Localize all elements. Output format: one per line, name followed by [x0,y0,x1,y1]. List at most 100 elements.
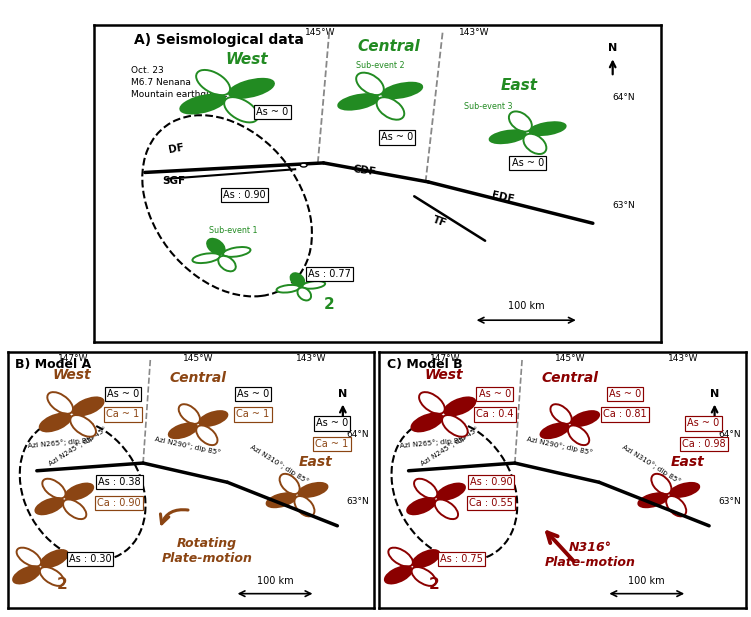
Text: As : 0.75: As : 0.75 [440,554,483,564]
Ellipse shape [298,483,327,497]
Text: As ~ 0: As ~ 0 [107,389,139,399]
Ellipse shape [407,498,436,515]
Ellipse shape [169,423,197,438]
Text: Central: Central [357,39,420,54]
Ellipse shape [207,239,225,254]
Text: N: N [608,43,617,53]
Ellipse shape [196,70,230,95]
Ellipse shape [412,550,439,567]
Ellipse shape [279,474,300,494]
Text: Azi N265°; dip 85°: Azi N265°; dip 85° [400,436,467,449]
Text: 2: 2 [57,576,68,592]
Text: Azi N290°; dip 85°: Azi N290°; dip 85° [526,436,593,457]
Ellipse shape [376,97,404,120]
Text: 147°W: 147°W [59,354,89,363]
Text: As ~ 0: As ~ 0 [687,418,719,428]
Text: 100 km: 100 km [629,576,665,587]
Ellipse shape [180,94,225,114]
Text: Central: Central [541,371,599,386]
Text: 145°W: 145°W [554,354,585,363]
Text: 64°N: 64°N [346,431,369,439]
Ellipse shape [509,112,532,131]
Text: As ~ 0: As ~ 0 [381,133,413,143]
Text: DF: DF [167,143,185,155]
Ellipse shape [670,483,699,497]
Text: C) Model B: C) Model B [387,358,462,371]
Ellipse shape [651,474,671,494]
Ellipse shape [568,425,590,445]
Text: As : 0.90: As : 0.90 [469,478,512,487]
Text: Azi N310°; dip 85°: Azi N310°; dip 85° [621,443,682,484]
Ellipse shape [437,484,465,500]
Ellipse shape [63,499,86,519]
Text: Rotating
Plate-motion: Rotating Plate-motion [161,537,252,565]
Text: Azi N310°; dip 85°: Azi N310°; dip 85° [249,443,310,484]
Text: 143°W: 143°W [297,354,327,363]
Text: A) Seismological data: A) Seismological data [134,33,303,47]
Text: As ~ 0: As ~ 0 [237,389,269,399]
Ellipse shape [414,479,437,499]
Text: West: West [225,52,268,67]
Ellipse shape [445,397,475,415]
Text: 63°N: 63°N [613,201,635,210]
Text: Sub-event 3: Sub-event 3 [463,102,512,111]
Text: Ca : 0.90: Ca : 0.90 [98,498,141,508]
Ellipse shape [302,281,325,289]
Ellipse shape [550,404,572,424]
Text: Ca : 0.55: Ca : 0.55 [469,498,513,508]
Text: SGF: SGF [162,176,185,186]
Ellipse shape [291,273,304,286]
Text: Ca ~ 1: Ca ~ 1 [107,410,140,420]
Text: As : 0.38: As : 0.38 [98,478,140,487]
Text: 63°N: 63°N [346,497,369,506]
Text: Ca ~ 1: Ca ~ 1 [237,410,270,420]
Text: Ca : 0.4: Ca : 0.4 [476,410,514,420]
Text: B) Model A: B) Model A [15,358,91,371]
Text: 143°W: 143°W [668,354,698,363]
Ellipse shape [666,496,686,516]
Text: CDF: CDF [352,165,376,178]
Ellipse shape [412,413,442,431]
Text: As ~ 0: As ~ 0 [608,389,641,399]
Ellipse shape [419,392,445,414]
Ellipse shape [224,97,258,122]
Ellipse shape [297,288,311,300]
Text: As : 0.30: As : 0.30 [68,554,111,564]
Ellipse shape [196,425,218,445]
Ellipse shape [219,256,236,271]
Ellipse shape [40,567,65,586]
Text: As : 0.77: As : 0.77 [308,269,351,279]
Text: West: West [424,368,463,381]
Ellipse shape [192,253,220,263]
Ellipse shape [338,94,379,110]
Ellipse shape [13,566,40,584]
Ellipse shape [382,83,422,98]
Ellipse shape [223,247,251,257]
Ellipse shape [47,392,73,414]
Ellipse shape [179,404,200,424]
Text: 64°N: 64°N [613,93,635,102]
Ellipse shape [73,397,104,415]
Text: 145°W: 145°W [306,28,336,37]
Text: As ~ 0: As ~ 0 [511,158,544,168]
Text: 64°N: 64°N [718,431,740,439]
Ellipse shape [385,566,412,584]
Text: N: N [338,389,348,399]
Text: West: West [53,368,91,381]
Ellipse shape [65,484,93,500]
Text: Sub-event 2: Sub-event 2 [356,60,405,70]
Ellipse shape [71,415,96,437]
Ellipse shape [17,548,41,566]
Text: Azi N290°; dip 85°: Azi N290°; dip 85° [154,436,222,457]
Text: 145°W: 145°W [182,354,213,363]
Ellipse shape [435,499,458,519]
Text: Azi N245°; dip 45°: Azi N245°; dip 45° [420,425,480,466]
Ellipse shape [294,496,315,516]
Ellipse shape [199,411,228,426]
Ellipse shape [276,285,300,292]
Text: 147°W: 147°W [430,354,460,363]
Text: Ca : 0.81: Ca : 0.81 [603,410,647,420]
Ellipse shape [571,411,599,426]
Text: 63°N: 63°N [718,497,740,506]
Text: As ~ 0: As ~ 0 [478,389,511,399]
